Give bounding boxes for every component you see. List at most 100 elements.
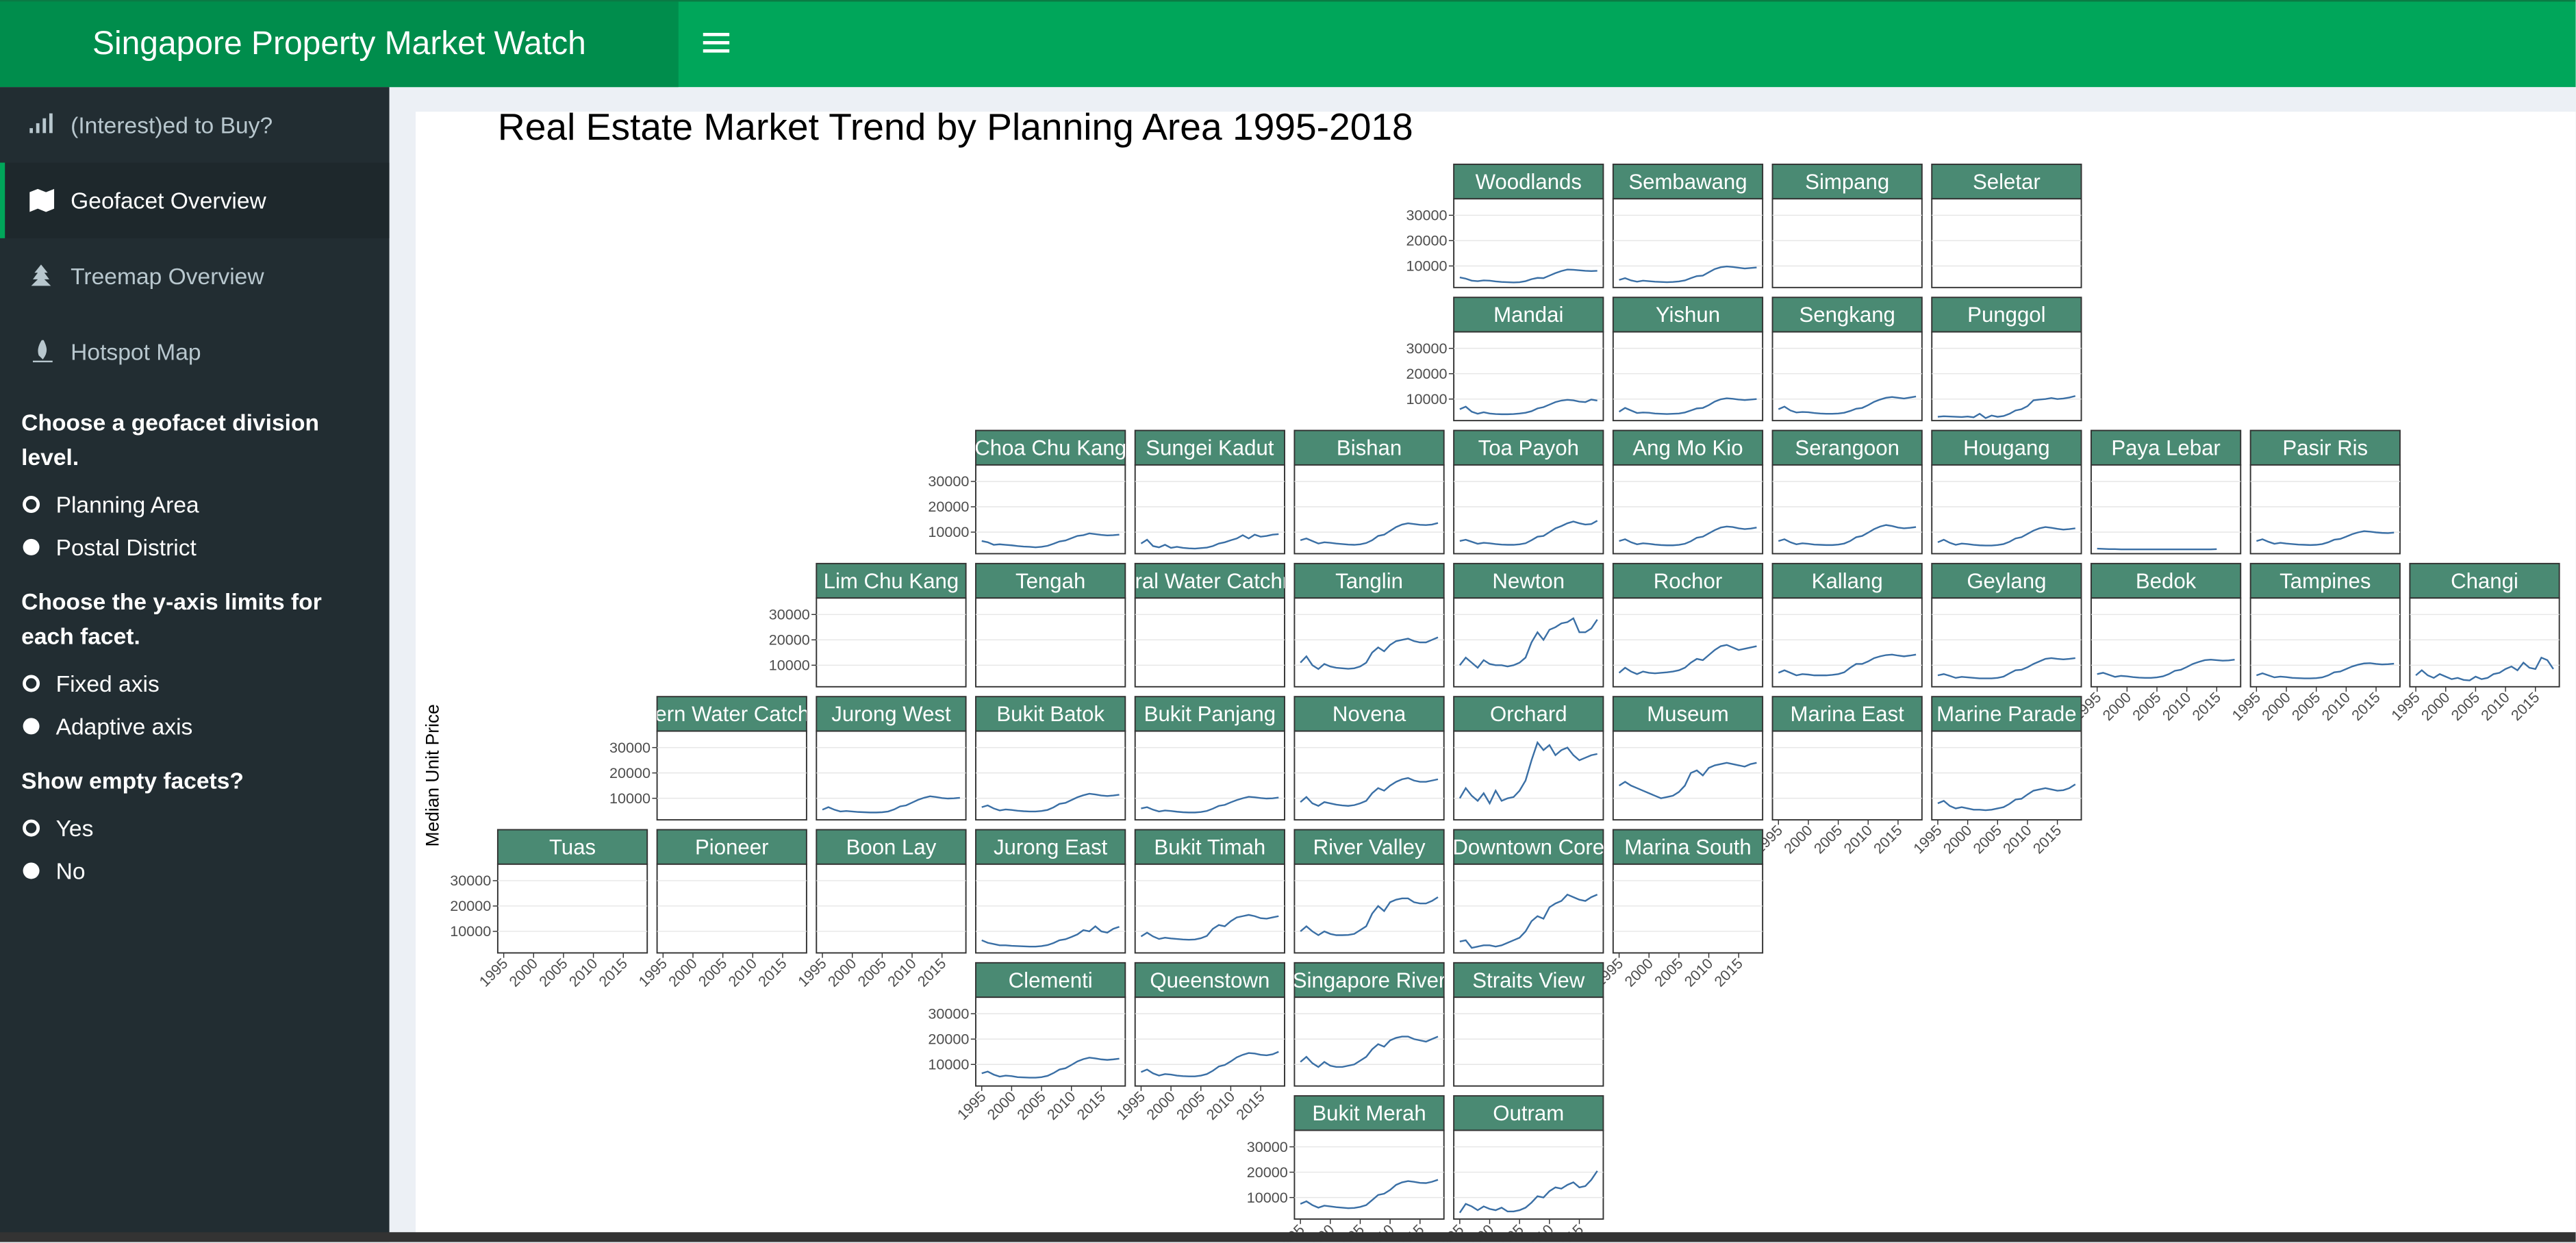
radio-option[interactable]: Planning Area (21, 483, 368, 525)
facet-panel (1453, 996, 1604, 1087)
facet-label: Choa Chu Kang (974, 436, 1126, 460)
trend-line (1300, 1035, 1439, 1068)
radio-label: No (55, 857, 86, 884)
menu-item[interactable]: Geofacet Overview (0, 162, 390, 238)
x-tick-label: 2015 (2188, 688, 2224, 724)
facet-label: River Valley (1313, 835, 1426, 859)
facet-panel (2249, 597, 2401, 688)
y-tick-label: 30000 (1406, 340, 1448, 357)
x-tick-label: 2000 (2258, 688, 2294, 724)
radio[interactable] (21, 674, 41, 694)
trend-line (981, 532, 1120, 549)
radio-option[interactable]: Adaptive axis (21, 705, 368, 747)
x-tick-label: 2015 (595, 955, 631, 990)
facet-label: Central Water Catchment (1090, 569, 1330, 593)
trend-line (2256, 530, 2395, 547)
menu-item[interactable]: Hotspot Map (0, 314, 390, 389)
x-tick-label: 2005 (2129, 688, 2164, 724)
facet-strip (1931, 163, 2082, 200)
facet-strip (1453, 297, 1604, 333)
facet-label: Geylang (1967, 569, 2046, 593)
facet-panel (1612, 464, 1764, 555)
facet-label: Hougang (1963, 436, 2050, 460)
radio[interactable] (21, 537, 41, 557)
facet-strip (1771, 297, 1923, 333)
trend-line (1778, 524, 1917, 547)
facet-panel (1771, 198, 1923, 288)
trend-line (1140, 1051, 1279, 1077)
facet-label: Bedok (2136, 569, 2197, 593)
x-tick-label: 2000 (2099, 688, 2134, 724)
trend-line (2097, 658, 2235, 679)
radio[interactable] (21, 861, 41, 881)
x-tick-label: 2015 (1710, 955, 1746, 990)
facet-label: Rochor (1654, 569, 1723, 593)
facet-strip (975, 829, 1126, 865)
trend-line (1618, 397, 1757, 415)
radio[interactable] (21, 716, 41, 736)
x-tick-label: 1995 (1910, 822, 1945, 857)
facet-label: Straits View (1472, 968, 1584, 992)
radio-label: Postal District (55, 533, 197, 561)
x-tick-label: 2010 (2318, 688, 2353, 724)
facet-strip (1453, 163, 1604, 200)
x-tick-label: 2000 (824, 955, 860, 990)
y-tick-label: 30000 (609, 739, 651, 756)
x-tick-label: 1995 (794, 955, 830, 990)
facet-strip (1931, 696, 2082, 732)
facet-strip (1771, 696, 1923, 732)
facet-panel (975, 863, 1126, 954)
radio-option[interactable]: No (21, 849, 368, 892)
facet-label: Lim Chu Kang (824, 569, 959, 593)
radio-option[interactable]: Yes (21, 807, 368, 849)
facet-strip (975, 429, 1126, 466)
radio-option[interactable]: Postal District (21, 526, 368, 568)
facet-label: Marina South (1624, 835, 1751, 859)
radio[interactable] (21, 818, 41, 838)
y-tick-label: 20000 (1406, 365, 1448, 382)
facet-panel (1771, 597, 1923, 688)
radio-option[interactable]: Fixed axis (21, 662, 368, 705)
x-tick-label: 2005 (1651, 955, 1687, 990)
facet-label: Punggol (1967, 303, 2045, 327)
facet-label: Newton (1492, 569, 1565, 593)
y-tick-label: 10000 (769, 657, 810, 674)
facet-panel (1453, 597, 1604, 688)
facet-panel (1293, 863, 1445, 954)
x-tick-label: 2010 (2477, 688, 2513, 724)
trend-line (981, 925, 1120, 948)
x-tick-label: 2010 (724, 955, 760, 990)
facet-strip (2090, 429, 2242, 466)
y-tick-label: 10000 (450, 922, 491, 940)
scrollbar (0, 1232, 2576, 1242)
facet-label: Bukit Merah (1312, 1101, 1426, 1125)
facet-strip (1134, 696, 1285, 732)
y-tick-label: 20000 (609, 764, 651, 781)
facet-strip (816, 696, 967, 732)
facet-label: Bukit Timah (1154, 835, 1265, 859)
facet-label: Changi (2451, 569, 2518, 593)
facet-panel (656, 863, 807, 954)
facet-strip (1612, 163, 1764, 200)
facet-strip (975, 696, 1126, 732)
facet-strip (1453, 562, 1604, 599)
menu-item[interactable]: Treemap Overview (0, 238, 390, 314)
x-tick-label: 1995 (2228, 688, 2264, 724)
facet-strip (1612, 696, 1764, 732)
trend-line (822, 795, 960, 814)
facet-label: Western Water Catchment (607, 702, 857, 726)
menu-label: Treemap Overview (71, 262, 264, 290)
facet-label: Boon Lay (846, 835, 937, 859)
sidebar-toggle[interactable] (703, 28, 730, 61)
y-tick-label: 10000 (1406, 390, 1448, 407)
facet-strip (1612, 562, 1764, 599)
facet-strip (1931, 429, 2082, 466)
radio[interactable] (21, 494, 41, 514)
y-tick-label: 30000 (928, 473, 969, 490)
facet-panel (1612, 198, 1764, 288)
menu-item[interactable]: (Interest)ed to Buy? (0, 87, 390, 162)
trend-line (1300, 777, 1439, 807)
facet-label: Bishan (1337, 436, 1402, 460)
facet-label: Ang Mo Kio (1632, 436, 1743, 460)
x-tick-label: 2015 (1870, 822, 1906, 857)
